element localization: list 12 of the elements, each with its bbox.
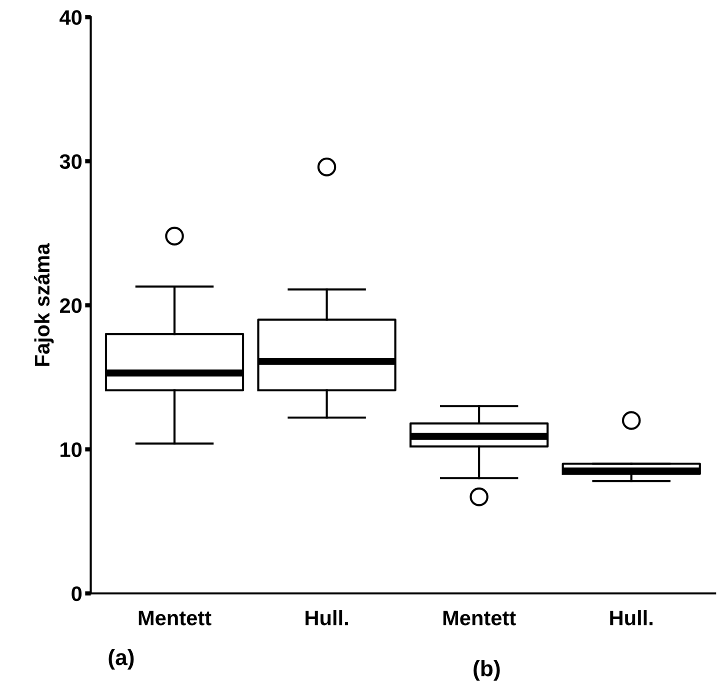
y-axis-title: Fajok száma [34,243,54,366]
x-tick-label: Mentett [138,610,212,626]
text: (a) [108,648,134,670]
y-tick-label: 40 [60,10,82,25]
y-tick-label: 0 [72,586,82,602]
y-tick-label: 30 [60,154,82,169]
y-tick-label: 10 [60,442,82,458]
x-tick-label: Hull. [610,610,652,626]
x-tick-label: Hull. [306,610,348,626]
x-tick-label: Mentett [443,610,516,626]
y-tick-label: 20 [60,298,82,314]
text: (b) [474,660,500,681]
